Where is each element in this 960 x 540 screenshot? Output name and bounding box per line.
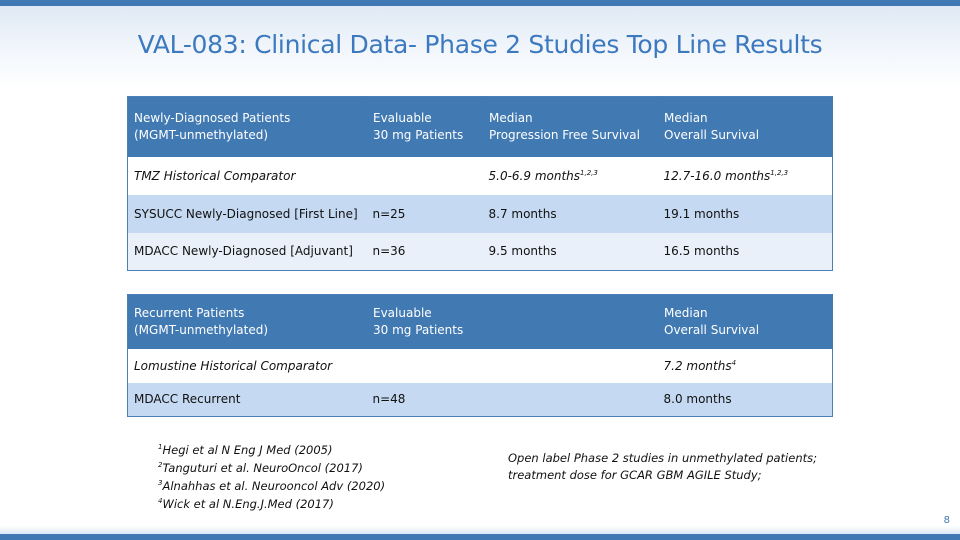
header-cell: Median Overall Survival [657,96,833,157]
empty-cell [482,382,658,417]
os-cell: 16.5 months [657,232,833,271]
evaluable-cell: n=48 [366,382,483,417]
evaluable-cell: n=25 [366,194,483,233]
reference-item: 1Hegi et al N Eng J Med (2005) [158,443,333,457]
study-cell: Lomustine Historical Comparator [127,348,367,383]
header-cell: Median Progression Free Survival [482,96,658,157]
empty-cell [482,348,658,383]
pfs-cell: 9.5 months [482,232,658,271]
table-header-row: Newly-Diagnosed Patients (MGMT-unmethylat… [127,96,833,157]
os-cell: 12.7-16.0 months1,2,3 [657,156,833,195]
table-row: SYSUCC Newly-Diagnosed [First Line] n=25… [127,194,833,233]
header-cell: Evaluable 30 mg Patients [366,294,483,349]
references-list: 1Hegi et al N Eng J Med (2005) 2Tangutur… [158,441,385,513]
pfs-cell: 8.7 months [482,194,658,233]
table-row: Lomustine Historical Comparator 7.2 mont… [127,348,833,383]
header-cell: Evaluable 30 mg Patients [366,96,483,157]
study-note: Open label Phase 2 studies in unmethylat… [508,450,848,484]
header-cell: Median Overall Survival [657,294,833,349]
reference-item: 3Alnahhas et al. Neurooncol Adv (2020) [158,479,386,493]
os-cell: 8.0 months [657,382,833,417]
title-background [0,6,960,90]
table-header-row: Recurrent Patients (MGMT-unmethylated) Ev… [127,294,833,349]
newly-diagnosed-table: Newly-Diagnosed Patients (MGMT-unmethylat… [127,96,833,271]
header-cell [482,294,658,349]
header-cell: Recurrent Patients (MGMT-unmethylated) [127,294,367,349]
study-cell: MDACC Newly-Diagnosed [Adjuvant] [127,232,367,271]
study-cell: TMZ Historical Comparator [127,156,367,195]
os-cell: 7.2 months4 [657,348,833,383]
reference-item: 2Tanguturi et al. NeuroOncol (2017) [158,461,363,475]
reference-item: 4Wick et al N.Eng.J.Med (2017) [158,497,334,511]
note-line: Open label Phase 2 studies in unmethylat… [508,451,817,465]
evaluable-cell: n=36 [366,232,483,271]
bottom-fade [0,526,960,534]
os-cell: 19.1 months [657,194,833,233]
table-row: MDACC Newly-Diagnosed [Adjuvant] n=36 9.… [127,232,833,271]
top-accent-bar [0,0,960,6]
note-line: treatment dose for GCAR GBM AGILE Study; [508,468,762,482]
pfs-cell: 5.0-6.9 months1,2,3 [482,156,658,195]
evaluable-cell [366,156,483,195]
table-row: MDACC Recurrent n=48 8.0 months [127,382,833,417]
page-number: 8 [943,515,950,526]
study-cell: SYSUCC Newly-Diagnosed [First Line] [127,194,367,233]
evaluable-cell [366,348,483,383]
recurrent-table: Recurrent Patients (MGMT-unmethylated) Ev… [127,294,833,417]
slide-title: VAL-083: Clinical Data- Phase 2 Studies … [137,30,823,59]
table-row: TMZ Historical Comparator 5.0-6.9 months… [127,156,833,195]
study-cell: MDACC Recurrent [127,382,367,417]
header-cell: Newly-Diagnosed Patients (MGMT-unmethylat… [127,96,367,157]
bottom-accent-bar [0,534,960,540]
